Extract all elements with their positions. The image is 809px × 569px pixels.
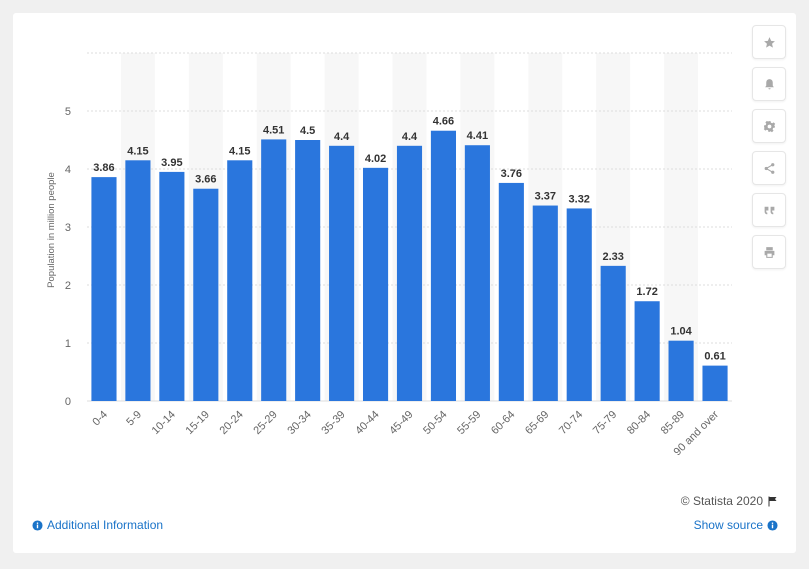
bar-value-label: 3.86	[93, 162, 114, 174]
bar[interactable]	[362, 167, 389, 401]
bar-value-label: 3.76	[501, 168, 522, 180]
statista-credit: © Statista 2020	[681, 494, 778, 508]
info-icon	[767, 519, 778, 531]
x-tick-label: 85-89	[659, 409, 687, 437]
cite-button[interactable]	[752, 193, 786, 227]
x-tick-label: 55-59	[455, 409, 483, 437]
bar-value-label: 1.04	[670, 326, 692, 338]
x-tick-label: 45-49	[387, 409, 415, 437]
x-tick-label: 65-69	[523, 409, 551, 437]
x-tick-label: 80-84	[625, 409, 653, 437]
bar-value-label: 4.66	[433, 116, 454, 128]
x-tick-label: 0-4	[90, 409, 110, 429]
x-tick-label: 30-34	[285, 409, 313, 437]
bar-value-label: 2.33	[602, 251, 623, 263]
x-tick-label: 75-79	[591, 409, 619, 437]
bar-value-label: 4.5	[300, 125, 315, 137]
additional-information-link[interactable]: Additional Information	[32, 518, 163, 532]
x-tick-label: 5-9	[124, 409, 144, 429]
favorite-button[interactable]	[752, 25, 786, 59]
bar-value-label: 3.95	[161, 157, 182, 169]
quote-icon	[764, 206, 774, 214]
x-tick-label: 70-74	[557, 409, 585, 437]
bar[interactable]	[464, 145, 490, 401]
bar[interactable]	[295, 140, 321, 401]
y-tick-label: 5	[65, 106, 71, 118]
settings-button[interactable]	[752, 109, 786, 143]
x-tick-label: 20-24	[218, 409, 246, 437]
bar-value-label: 4.4	[402, 131, 418, 143]
bar-value-label: 3.66	[195, 174, 216, 186]
bar-value-label: 4.15	[127, 145, 148, 157]
bar-value-label: 4.15	[229, 145, 250, 157]
x-tick-label: 25-29	[251, 409, 279, 437]
additional-information-label: Additional Information	[47, 518, 164, 532]
show-source-link[interactable]: Show source	[694, 518, 778, 532]
bar[interactable]	[396, 145, 423, 401]
bar-value-label: 4.02	[365, 153, 386, 165]
x-tick-label: 15-19	[184, 409, 212, 437]
bar[interactable]	[498, 182, 524, 401]
bar-value-label: 4.51	[263, 124, 284, 136]
bar[interactable]	[600, 265, 626, 401]
y-tick-label: 1	[65, 338, 71, 350]
star-icon	[763, 36, 775, 48]
x-tick-label: 10-14	[150, 409, 178, 437]
bar-value-label: 4.4	[334, 131, 350, 143]
y-axis-label: Population in million people	[46, 172, 57, 288]
share-icon	[764, 162, 774, 174]
x-tick-label: 60-64	[489, 409, 517, 437]
flag-icon	[768, 496, 777, 506]
credit-label: © Statista 2020	[680, 494, 763, 508]
x-tick-label: 35-39	[319, 409, 347, 437]
bar[interactable]	[125, 160, 151, 401]
bar-value-label: 3.37	[535, 191, 556, 203]
x-tick-label: 50-54	[421, 409, 449, 437]
bar[interactable]	[430, 130, 457, 401]
notification-button[interactable]	[752, 67, 786, 101]
bar-value-label: 4.41	[467, 130, 488, 142]
bar[interactable]	[634, 301, 660, 401]
info-icon	[32, 519, 43, 531]
bar[interactable]	[566, 208, 592, 401]
y-tick-label: 2	[65, 280, 71, 292]
y-tick-label: 3	[65, 222, 71, 234]
bar[interactable]	[532, 205, 558, 401]
bar-value-label: 0.61	[704, 351, 725, 363]
bar[interactable]	[159, 171, 185, 401]
print-button[interactable]	[752, 235, 786, 269]
print-icon	[764, 246, 774, 258]
bar[interactable]	[702, 365, 728, 401]
bar[interactable]	[227, 160, 253, 401]
y-tick-label: 0	[65, 396, 71, 408]
bar[interactable]	[261, 139, 287, 402]
bar-value-label: 1.72	[636, 286, 657, 298]
bell-icon	[764, 78, 774, 89]
x-tick-label: 40-44	[353, 409, 381, 437]
share-button[interactable]	[752, 151, 786, 185]
show-source-label: Show source	[693, 518, 763, 532]
y-tick-label: 4	[65, 164, 71, 176]
bar[interactable]	[193, 188, 219, 401]
bar[interactable]	[668, 340, 694, 401]
bar[interactable]	[91, 177, 117, 401]
bar[interactable]	[329, 145, 355, 401]
gear-icon	[763, 120, 775, 132]
bar-value-label: 3.32	[569, 193, 590, 205]
